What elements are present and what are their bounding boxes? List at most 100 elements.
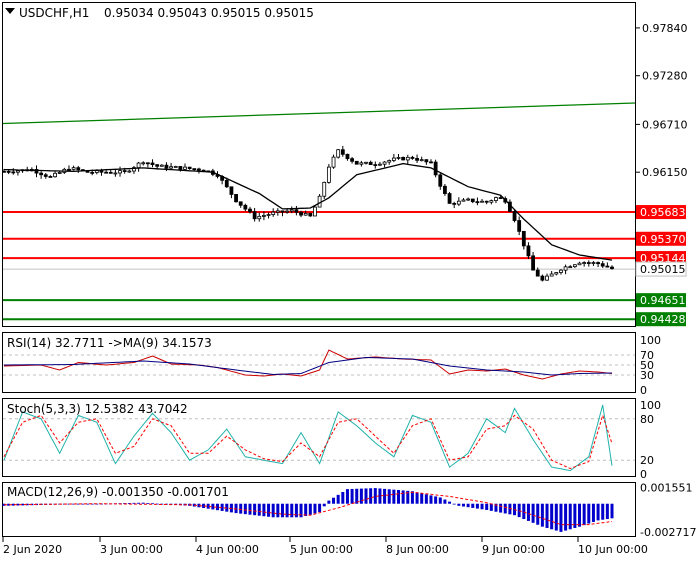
macd-histogram-bar (582, 503, 586, 526)
signal-line (3, 413, 613, 470)
candle-body (94, 170, 99, 173)
macd-histogram-bar (267, 503, 271, 517)
macd-histogram-bar (220, 503, 224, 511)
price-tick-label: 0.97280 (642, 70, 688, 83)
panel-frames (2, 2, 636, 537)
candle-body (396, 157, 401, 159)
macd-histogram-bar (587, 503, 591, 524)
macd-histogram-bar (11, 503, 15, 506)
macd-histogram-bar (25, 503, 29, 506)
indicator-tick-label: 100 (640, 399, 661, 412)
candle-body (303, 213, 308, 216)
time-tick-label: 3 Jun 00:00 (100, 543, 163, 556)
candle-body (150, 162, 155, 166)
macd-histogram-bar (243, 503, 247, 515)
candle-body (494, 197, 498, 201)
current-price-bg (635, 261, 687, 277)
candle-body (43, 174, 48, 177)
candle-body (540, 275, 545, 281)
dropdown-triangle-icon[interactable] (5, 8, 15, 14)
macd-histogram-bar (341, 491, 345, 504)
macd-histogram-bar (72, 503, 76, 505)
candle-body (141, 162, 146, 165)
candle-body (354, 160, 359, 165)
candle-body (368, 161, 373, 165)
candle-body (545, 275, 549, 281)
macd-histogram-bar (475, 503, 479, 509)
resistance-level-label-text: 0.95370 (640, 233, 686, 246)
indicator-tick-label: 0 (640, 468, 647, 481)
macd-histogram-bar (415, 492, 419, 504)
macd-histogram-bar (610, 503, 614, 519)
macd-histogram-bar (383, 488, 387, 504)
candle-body (122, 170, 127, 172)
indicator-tick-label: 30 (640, 369, 654, 382)
candle-body (57, 172, 62, 174)
candle-body (178, 166, 183, 170)
candle-body (108, 171, 113, 174)
time-axis: 2 Jun 2020 3 Jun 00:00 4 Jun 00:00 5 Jun 00… (2, 537, 648, 556)
price-tick-label: 0.96710 (642, 118, 688, 131)
candle-body (104, 171, 109, 174)
moving-average-line (3, 162, 613, 261)
candle-body (526, 245, 531, 257)
stoch-title: Stoch(5,3,3) 12.5382 43.7042 (7, 402, 188, 416)
candle-body (535, 269, 540, 277)
support-level-label-bg (636, 312, 686, 327)
macd-histogram-bar (545, 503, 549, 528)
candle-body (591, 262, 596, 264)
candle-body (554, 272, 559, 275)
macd-histogram-bar (355, 488, 359, 504)
macd-histogram-bar (429, 495, 433, 504)
macd-histogram-bar (211, 503, 215, 510)
macd-histogram-bar (318, 503, 322, 513)
candle-body (605, 265, 610, 268)
candle-body (489, 200, 494, 203)
macd-histogram-bar (596, 503, 600, 521)
macd-histogram-bar (494, 503, 498, 512)
current-price-text: 0.95015 (640, 263, 686, 276)
candle-body (113, 172, 118, 175)
candle-body (313, 206, 317, 217)
candle-body (521, 230, 526, 247)
time-tick-label: 10 Jun 00:00 (578, 543, 648, 556)
candle-body (159, 164, 164, 167)
macd-histogram-bar (559, 503, 563, 532)
macd-histogram-bar (67, 503, 71, 505)
candle-body (76, 167, 81, 171)
macd-histogram-bar (424, 494, 428, 504)
candle-body (229, 186, 234, 195)
candle-body (415, 158, 419, 161)
candle-body (373, 164, 378, 166)
macd-histogram-bar (448, 501, 452, 504)
macd-histogram-bar (127, 502, 131, 504)
macd-histogram-bar (350, 488, 354, 504)
macd-histogram-bar (86, 503, 90, 505)
candle-body (234, 194, 238, 203)
macd-histogram-bar (568, 503, 572, 530)
candle-body (596, 262, 600, 265)
candle-body (586, 262, 591, 264)
current-price-label: 0.95015 (635, 261, 687, 277)
candle-body (452, 202, 457, 205)
macd-histogram-bar (141, 502, 145, 504)
candle-body (419, 159, 424, 162)
macd-histogram-bar (294, 503, 298, 518)
macd-histogram-bar (123, 503, 127, 504)
candle-body (600, 263, 605, 267)
candle-body (401, 157, 406, 161)
rsi-line (3, 349, 613, 380)
macd-histogram-bar (81, 503, 85, 505)
candle-body (248, 208, 252, 213)
macd-histogram-bar (16, 503, 20, 506)
candle-body (331, 156, 336, 168)
macd-histogram-bar (202, 503, 206, 508)
resistance-level-label: 0.95370 (636, 231, 686, 246)
resistance-level-label-bg (636, 205, 686, 220)
support-level-label: 0.94651 (636, 293, 686, 308)
macd-histogram-bar (605, 503, 609, 520)
candle-body (340, 149, 345, 155)
